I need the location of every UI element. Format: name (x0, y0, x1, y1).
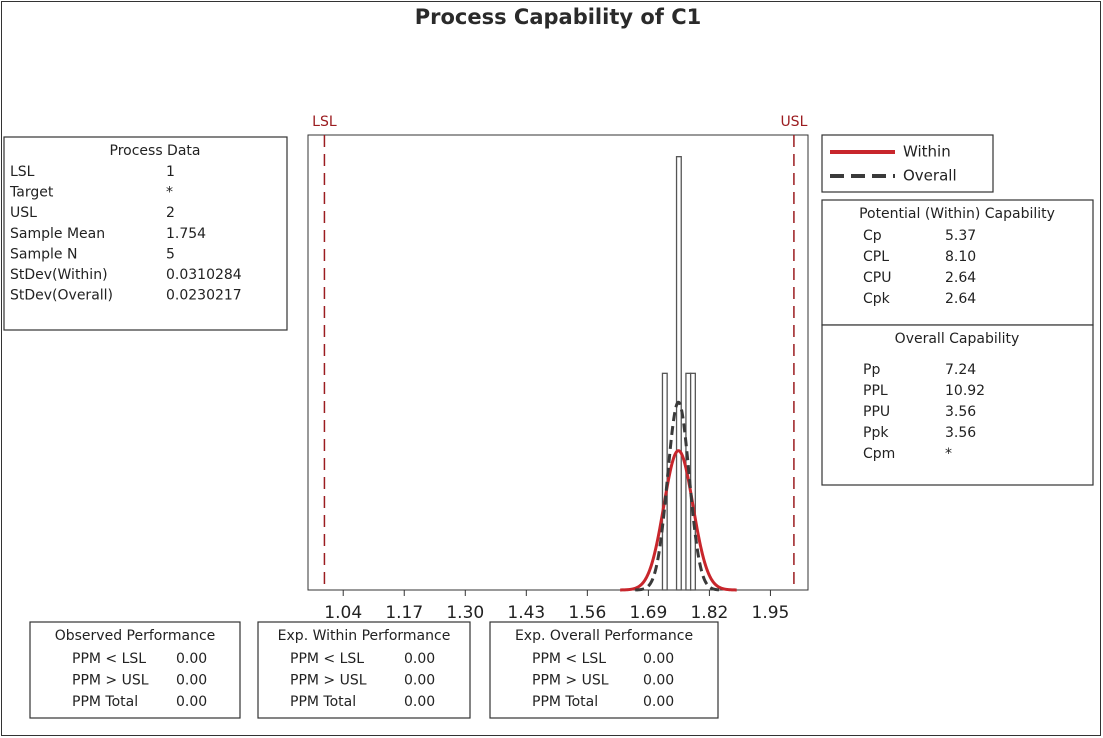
row-label: PPM > USL (72, 673, 149, 689)
x-tick-label: 1.95 (752, 603, 790, 623)
row-label: LSL (10, 164, 35, 180)
row-label: Cp (863, 228, 882, 244)
row-value: 1.754 (166, 226, 206, 242)
row-label: PPL (863, 383, 888, 399)
panel-box (29, 621, 241, 719)
row-value: 2 (166, 205, 175, 221)
row-value: 0.0310284 (166, 267, 242, 283)
fit-curve (635, 400, 722, 592)
panel-title: Exp. Within Performance (278, 628, 451, 644)
row-label: PPM Total (72, 694, 138, 710)
row-value: 0.00 (404, 651, 435, 667)
row-label: CPU (863, 270, 891, 286)
row-value: 7.24 (945, 362, 976, 378)
row-label: PPM < LSL (532, 651, 606, 667)
row-value: 3.56 (945, 404, 976, 420)
panel-box (3, 136, 288, 331)
bar (661, 372, 668, 591)
x-tick-label: 1.43 (507, 603, 545, 623)
row-value: 8.10 (945, 249, 976, 265)
row-value: 0.00 (404, 673, 435, 689)
row-label: PPM > USL (532, 673, 609, 689)
row-label: PPM Total (290, 694, 356, 710)
legend-label: Overall (903, 167, 957, 185)
x-tick-label: 1.17 (385, 603, 423, 623)
spec-label: USL (780, 114, 807, 130)
row-value: 1 (166, 164, 175, 180)
legend-label: Within (903, 143, 951, 161)
row-value: 0.00 (176, 651, 207, 667)
row-label: Sample N (10, 246, 77, 262)
row-label: PPM < LSL (290, 651, 364, 667)
row-value: 5.37 (945, 228, 976, 244)
panel-title: Process Data (110, 143, 201, 159)
x-tick-label: 1.04 (324, 603, 362, 623)
row-label: CPL (863, 249, 889, 265)
x-tick-label: 1.56 (568, 603, 606, 623)
row-label: PPU (863, 404, 890, 420)
plot-area (307, 134, 809, 591)
x-tick-label: 1.69 (629, 603, 667, 623)
row-label: USL (10, 205, 37, 221)
row-value: 0.00 (643, 694, 674, 710)
legend-box (821, 134, 994, 193)
spec-label: LSL (312, 114, 337, 130)
row-label: Cpm (863, 446, 895, 462)
row-value: 0.00 (176, 694, 207, 710)
fit-curve (620, 449, 737, 592)
row-value: 2.64 (945, 291, 976, 307)
chart-title: Process Capability of C1 (415, 5, 702, 29)
panel-title: Exp. Overall Performance (515, 628, 693, 644)
row-label: Cpk (863, 291, 891, 307)
row-value: 0.00 (404, 694, 435, 710)
row-value: * (166, 185, 173, 201)
row-label: Target (9, 185, 54, 201)
x-tick-label: 1.30 (446, 603, 484, 623)
row-label: StDev(Overall) (10, 288, 113, 304)
row-label: Ppk (863, 425, 889, 441)
row-label: PPM < LSL (72, 651, 146, 667)
row-label: Pp (863, 362, 880, 378)
panel-title: Observed Performance (55, 628, 216, 644)
row-value: 5 (166, 246, 175, 262)
row-value: 0.00 (643, 673, 674, 689)
row-label: PPM Total (532, 694, 598, 710)
row-label: PPM > USL (290, 673, 367, 689)
row-value: 0.00 (643, 651, 674, 667)
row-value: 2.64 (945, 270, 976, 286)
panel-box (257, 621, 471, 719)
bar (689, 372, 696, 591)
panel-title: Potential (Within) Capability (859, 206, 1055, 222)
row-label: Sample Mean (10, 226, 105, 242)
row-value: 3.56 (945, 425, 976, 441)
row-value: 0.00 (176, 673, 207, 689)
panel-box (489, 621, 719, 719)
x-tick-label: 1.82 (690, 603, 728, 623)
row-value: * (945, 446, 952, 462)
row-label: StDev(Within) (10, 267, 108, 283)
panel-title: Overall Capability (895, 331, 1020, 347)
bar (675, 156, 682, 591)
panel-box (821, 324, 1094, 486)
row-value: 0.0230217 (166, 288, 242, 304)
row-value: 10.92 (945, 383, 985, 399)
